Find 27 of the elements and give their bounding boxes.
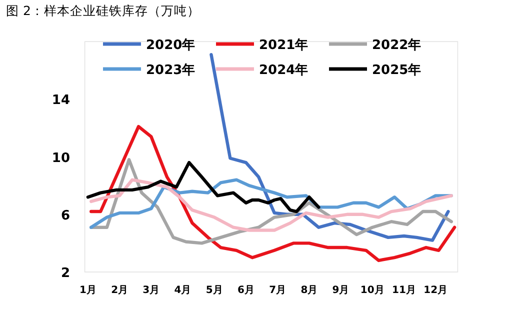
x-tick-label: 9月 — [332, 285, 350, 296]
line-series — [90, 124, 456, 262]
legend-label: 2025年 — [372, 63, 422, 78]
chart-title: 图 2：样本企业硅铁库存（万吨） — [6, 3, 200, 18]
x-tick-label: 10月 — [360, 285, 384, 296]
y-tick-label: 14 — [52, 93, 70, 108]
y-tick-label: 6 — [60, 208, 70, 224]
legend-label: 2021年 — [259, 38, 308, 53]
x-tick-label: 2月 — [111, 285, 128, 296]
line-series — [210, 52, 450, 242]
x-tick-label: 8月 — [300, 285, 318, 296]
x-tick-label: 1月 — [79, 285, 96, 296]
x-tick-label: 12月 — [424, 285, 448, 296]
x-tick-label: 4月 — [174, 285, 192, 296]
x-tick-label: 11月 — [392, 285, 416, 296]
line-series — [86, 160, 320, 214]
x-tick-label: 7月 — [269, 285, 286, 296]
y-tick-label: 10 — [52, 150, 70, 166]
legend-label: 2024年 — [259, 63, 308, 78]
y-tick-label: 2 — [60, 266, 70, 281]
legend-label: 2022年 — [372, 38, 422, 53]
line-series — [90, 158, 453, 245]
x-tick-label: 6月 — [237, 285, 254, 296]
x-tick-label: 3月 — [142, 285, 160, 296]
legend-label: 2023年 — [146, 63, 196, 78]
x-tick-label: 5月 — [206, 285, 223, 296]
legend-label: 2020年 — [146, 38, 196, 53]
